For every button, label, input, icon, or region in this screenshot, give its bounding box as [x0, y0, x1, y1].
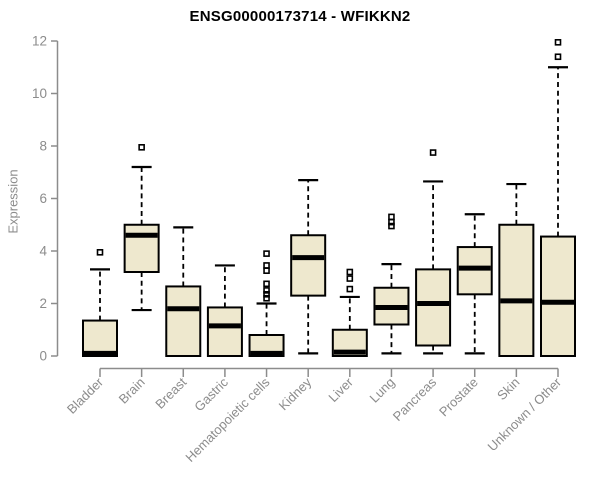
outlier-point: [263, 291, 270, 298]
outlier-point: [263, 287, 270, 294]
outlier-point: [263, 262, 270, 269]
box: [540, 235, 576, 357]
y-tick-label: 4: [39, 244, 47, 259]
y-tick-label: 10: [32, 86, 47, 101]
x-category-label: Gastric: [191, 374, 231, 414]
outlier-point: [554, 53, 562, 61]
box: [206, 306, 243, 357]
box: [456, 246, 493, 296]
outlier-point: [138, 144, 145, 151]
y-tick-label: 0: [39, 349, 47, 364]
x-category-label: Bladder: [64, 374, 107, 417]
outlier-point: [346, 275, 354, 282]
x-category-label: Brain: [116, 375, 148, 407]
x-category-label: Breast: [152, 374, 189, 411]
outlier-point: [429, 149, 437, 156]
outlier-point: [346, 285, 354, 293]
outlier-point: [346, 268, 354, 276]
box: [415, 268, 452, 347]
box: [498, 223, 535, 357]
y-tick-label: 8: [39, 139, 47, 154]
x-category-label: Prostate: [436, 375, 481, 420]
outlier-point: [388, 222, 395, 230]
box: [248, 334, 285, 357]
outlier-point: [263, 250, 270, 257]
x-category-label: Liver: [325, 374, 356, 405]
box: [290, 234, 327, 297]
chart-title: ENSG00000173714 - WFIKKN2: [189, 8, 411, 25]
outlier-point: [388, 213, 395, 221]
outlier-point: [96, 249, 104, 256]
outlier-point: [554, 39, 562, 46]
outlier-point: [263, 294, 270, 302]
outlier-point: [263, 267, 270, 274]
x-category-label: Kidney: [276, 374, 315, 413]
outlier-point: [388, 218, 395, 226]
x-category-label: Skin: [494, 375, 522, 403]
y-tick-label: 2: [39, 296, 47, 311]
box: [123, 223, 160, 273]
box: [165, 285, 202, 357]
box: [82, 319, 118, 357]
x-category-label: Pancreas: [390, 374, 440, 424]
x-category-label: Unknown / Other: [485, 374, 565, 454]
y-tick-label: 12: [32, 34, 47, 49]
y-tick-label: 6: [39, 191, 47, 206]
x-category-label: Lung: [367, 375, 398, 406]
outlier-point: [263, 280, 270, 288]
